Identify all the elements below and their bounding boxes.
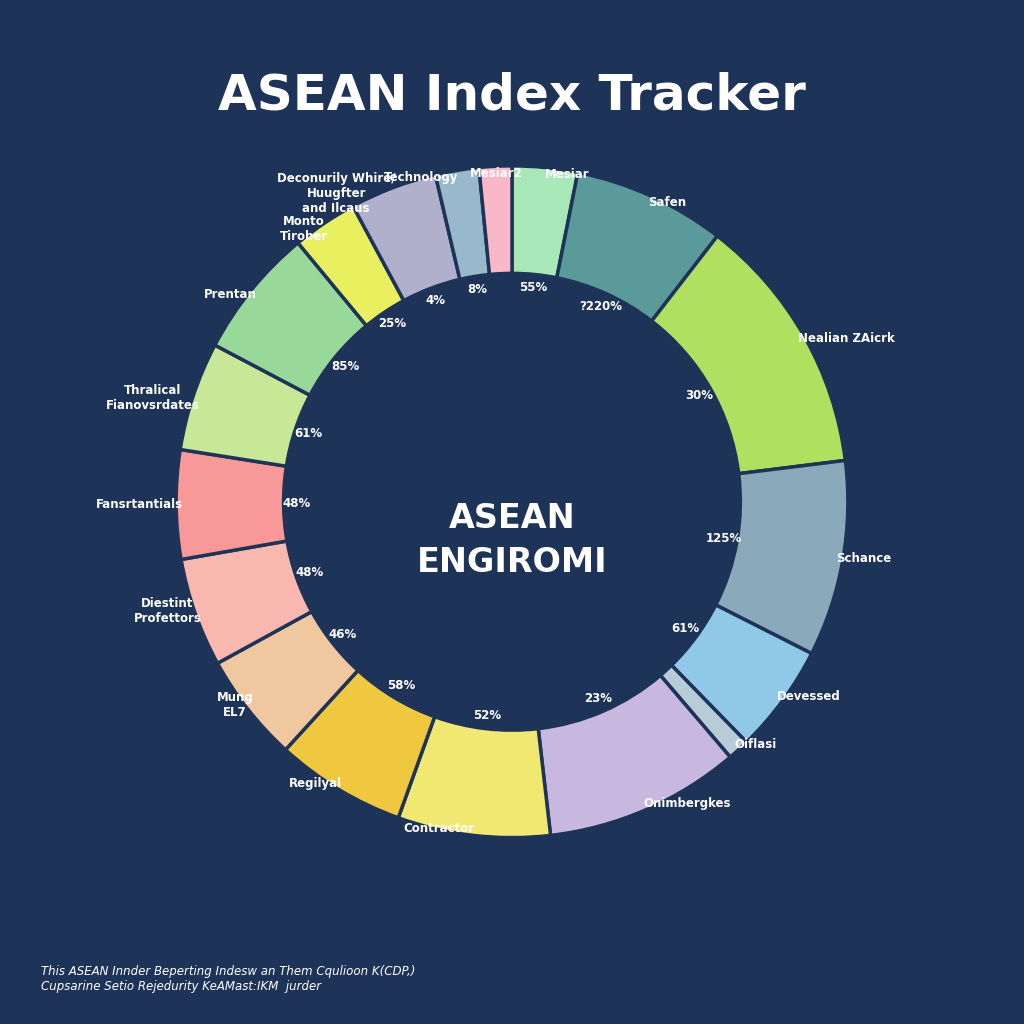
Text: 55%: 55% [519, 282, 547, 294]
Text: Safen: Safen [648, 196, 687, 209]
Wedge shape [651, 236, 846, 474]
Wedge shape [398, 717, 551, 838]
Text: 30%: 30% [685, 389, 713, 401]
Text: Mesiar: Mesiar [545, 168, 589, 180]
Wedge shape [716, 461, 848, 653]
Text: 8%: 8% [467, 284, 486, 296]
Wedge shape [557, 172, 718, 322]
Text: Fansrtantials: Fansrtantials [95, 498, 183, 511]
Text: Regilyal: Regilyal [289, 777, 342, 791]
Text: Mesiar2: Mesiar2 [469, 167, 522, 179]
Text: ?220%: ?220% [580, 300, 623, 312]
Wedge shape [180, 345, 310, 466]
Wedge shape [512, 166, 578, 278]
Text: 52%: 52% [473, 709, 502, 722]
Text: Deconurily Whire/
Huugfter
and Ilcaus: Deconurily Whire/ Huugfter and Ilcaus [276, 172, 395, 215]
Text: ASEAN: ASEAN [449, 502, 575, 536]
Text: 61%: 61% [671, 623, 699, 636]
Text: 61%: 61% [294, 427, 323, 440]
Text: 48%: 48% [295, 566, 324, 580]
Wedge shape [176, 450, 287, 559]
Wedge shape [181, 541, 311, 664]
Wedge shape [435, 168, 489, 280]
Text: ASEAN Index Tracker: ASEAN Index Tracker [218, 72, 806, 120]
Text: Prentan: Prentan [204, 288, 257, 301]
Text: 23%: 23% [584, 692, 612, 706]
Wedge shape [215, 243, 367, 395]
Text: This ASEAN Innder Beperting Indesw an Them Cqulioon K(CDP,)
Cupsarine Setio Reje: This ASEAN Innder Beperting Indesw an Th… [41, 966, 416, 993]
Wedge shape [286, 671, 434, 818]
Text: Schance: Schance [837, 552, 892, 565]
Text: Onimbergkes: Onimbergkes [643, 797, 731, 810]
Text: ENGIROMI: ENGIROMI [417, 546, 607, 579]
Text: 48%: 48% [283, 497, 311, 510]
Text: Devessed: Devessed [777, 690, 841, 703]
Wedge shape [298, 206, 403, 326]
Text: Technology: Technology [384, 171, 458, 183]
Text: 58%: 58% [387, 679, 415, 692]
Text: 46%: 46% [329, 628, 357, 641]
Text: Thralical
Fianovsrdates: Thralical Fianovsrdates [105, 384, 200, 412]
Text: 125%: 125% [706, 532, 741, 545]
Text: Diestint
Profettors: Diestint Profettors [133, 597, 202, 625]
Text: Oiflasi: Oiflasi [734, 738, 776, 752]
Text: 85%: 85% [331, 359, 359, 373]
Text: Monto
Tirober: Monto Tirober [280, 215, 329, 243]
Wedge shape [479, 166, 512, 274]
Wedge shape [539, 676, 730, 836]
Text: 25%: 25% [378, 316, 407, 330]
Text: Contractor: Contractor [403, 822, 474, 836]
Text: Mung
EL7: Mung EL7 [216, 691, 253, 719]
Text: Nealian ZAicrk: Nealian ZAicrk [798, 332, 895, 345]
Wedge shape [660, 666, 746, 757]
Text: 4%: 4% [426, 294, 445, 307]
Wedge shape [672, 605, 812, 742]
Wedge shape [217, 611, 358, 750]
Wedge shape [353, 175, 460, 301]
